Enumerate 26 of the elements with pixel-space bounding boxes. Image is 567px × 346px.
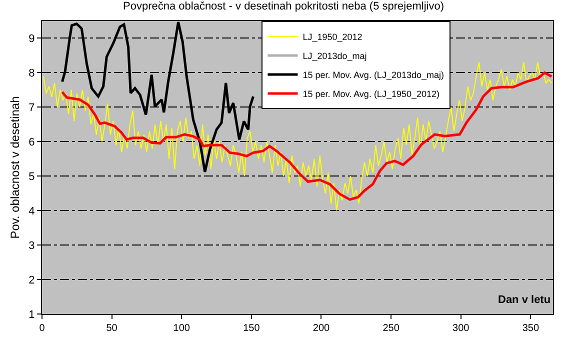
y-tick-label: 8 [28, 68, 35, 80]
legend-label: 15 per. Mov. Avg. (LJ_2013do_maj) [302, 70, 444, 80]
x-tick-label: 0 [39, 323, 46, 334]
x-tick-label: 150 [243, 323, 260, 334]
x-axis-title: Dan v letu [498, 294, 551, 306]
y-tick-label: 6 [28, 136, 35, 148]
y-tick-label: 2 [28, 274, 35, 286]
y-tick-label: 9 [28, 33, 35, 46]
y-axis-title: Pov. oblacnost v desetinah [8, 96, 22, 239]
x-tick-label: 300 [452, 323, 470, 334]
legend-label: LJ_1950_2012 [302, 32, 362, 42]
legend-label: 15 per. Mov. Avg. (LJ_1950_2012) [302, 89, 440, 100]
x-tick-label: 250 [382, 323, 400, 334]
x-tick-label: 100 [173, 323, 190, 334]
y-tick-label: 1 [28, 308, 35, 321]
legend-label: LJ_2013do_maj [302, 51, 367, 62]
line-series [42, 62, 552, 212]
y-tick-label: 7 [28, 102, 35, 114]
y-tick-label: 5 [28, 170, 35, 183]
y-tick-label: 4 [28, 205, 35, 218]
x-tick-label: 200 [312, 323, 330, 334]
x-tick-label: 50 [106, 323, 118, 334]
x-tick-label: 350 [522, 323, 540, 334]
line-series [60, 71, 553, 201]
chart-title: Povprečna oblačnost - v desetinah pokritosti neba (5 sprejemljivo) [123, 0, 444, 12]
y-tick-label: 3 [28, 240, 35, 252]
